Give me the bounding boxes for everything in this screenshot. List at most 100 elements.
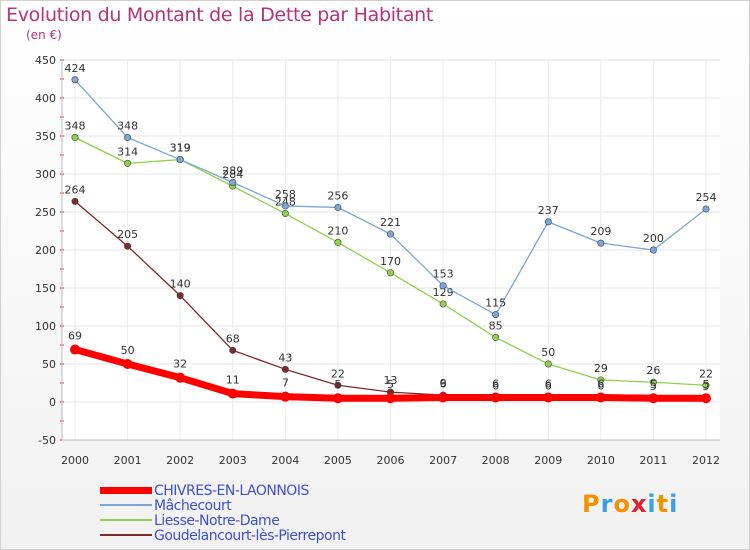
data-point: [492, 311, 500, 319]
data-label: 256: [327, 189, 348, 202]
data-point: [385, 393, 396, 404]
data-point: [597, 376, 605, 384]
data-point: [71, 197, 79, 205]
x-tick-label: 2010: [587, 454, 615, 467]
x-tick-label: 2006: [377, 454, 405, 467]
data-label: 284: [222, 168, 243, 181]
data-label: 22: [331, 367, 345, 380]
data-point: [544, 360, 552, 368]
y-tick-label: -50: [38, 434, 56, 447]
data-point: [70, 344, 80, 355]
data-label: 50: [541, 346, 555, 359]
data-label: 221: [380, 216, 401, 229]
data-point: [701, 393, 711, 404]
logo-letter: i: [647, 490, 657, 518]
data-point: [227, 388, 238, 399]
proxiti-logo: Proxiti: [582, 490, 678, 518]
y-tick-label: 250: [35, 206, 56, 219]
data-point: [438, 392, 449, 403]
data-label: 348: [117, 120, 138, 133]
data-label: 26: [646, 364, 660, 377]
x-tick-label: 2003: [219, 454, 247, 467]
data-label: 6: [492, 377, 499, 390]
data-label: 264: [65, 183, 86, 196]
y-tick-label: 300: [35, 168, 56, 181]
data-point: [281, 202, 289, 210]
data-label: 424: [65, 62, 86, 75]
data-point: [281, 365, 289, 373]
data-label: 254: [696, 191, 717, 204]
data-label: 237: [538, 204, 559, 217]
legend-swatch: [100, 504, 152, 506]
data-point: [124, 159, 132, 167]
x-tick-label: 2012: [692, 454, 720, 467]
data-label: 32: [173, 358, 187, 371]
data-point: [334, 238, 342, 246]
data-label: 11: [226, 374, 240, 387]
logo-letter: t: [656, 490, 670, 518]
data-point: [71, 134, 79, 142]
unit-label: (en €): [26, 28, 62, 42]
y-tick-label: 400: [35, 92, 56, 105]
data-point: [124, 242, 132, 250]
x-tick-label: 2007: [429, 454, 457, 467]
data-point: [702, 205, 710, 213]
logo-letter: P: [582, 490, 601, 518]
data-point: [175, 372, 186, 383]
data-label: 210: [327, 224, 348, 237]
data-point: [492, 333, 500, 341]
data-label: 9: [440, 377, 447, 390]
data-label: 200: [643, 232, 664, 245]
series-m-checourt: 424 348 319 289 258 256 221 153 115 237 209 200 254: [65, 62, 717, 319]
data-label: 140: [170, 278, 191, 291]
legend-swatch: [100, 534, 152, 536]
data-point: [124, 134, 132, 142]
data-point: [332, 393, 343, 404]
data-label: 314: [117, 145, 138, 158]
logo-letter: o: [613, 490, 631, 518]
y-tick-label: 50: [42, 358, 56, 371]
data-point: [702, 381, 710, 389]
legend-label: Liesse-Notre-Dame: [154, 513, 280, 529]
data-label: 5: [650, 380, 657, 393]
legend-label: Goudelancourt-lès-Pierrepont: [154, 528, 346, 544]
x-tick-label: 2005: [324, 454, 352, 467]
legend-label: Mâchecourt: [154, 498, 232, 514]
data-label: 319: [170, 142, 191, 155]
data-point: [281, 210, 289, 218]
data-label: 43: [278, 351, 292, 364]
data-point: [122, 359, 133, 369]
data-point: [649, 378, 657, 386]
data-label: 6: [440, 377, 447, 390]
x-tick-label: 2004: [271, 454, 299, 467]
data-point: [597, 239, 605, 247]
data-label: 68: [226, 332, 240, 345]
data-point: [176, 292, 184, 300]
y-tick-label: 100: [35, 320, 56, 333]
x-tick-label: 2011: [639, 454, 667, 467]
data-label: 258: [275, 188, 296, 201]
x-tick-label: 2008: [482, 454, 510, 467]
data-label: 115: [485, 297, 506, 310]
logo-letter: r: [600, 490, 614, 518]
data-point: [386, 230, 394, 238]
data-point: [280, 391, 291, 402]
data-label: 50: [121, 344, 135, 357]
data-point: [648, 393, 659, 404]
x-tick-label: 2001: [114, 454, 142, 467]
data-label: 248: [275, 196, 296, 209]
x-tick-label: 2002: [166, 454, 194, 467]
data-label: 22: [699, 367, 713, 380]
data-point: [544, 218, 552, 226]
data-point: [386, 269, 394, 277]
data-label: 170: [380, 255, 401, 268]
legend-label: CHIVRES-EN-LAONNOIS: [154, 483, 309, 499]
y-tick-label: 0: [49, 396, 56, 409]
data-label: 6: [597, 377, 604, 390]
data-point: [334, 203, 342, 211]
data-label: 5: [334, 378, 341, 391]
data-point: [229, 346, 237, 354]
data-label: 209: [590, 225, 611, 238]
legend-swatch: [100, 519, 152, 521]
data-point: [490, 392, 501, 403]
